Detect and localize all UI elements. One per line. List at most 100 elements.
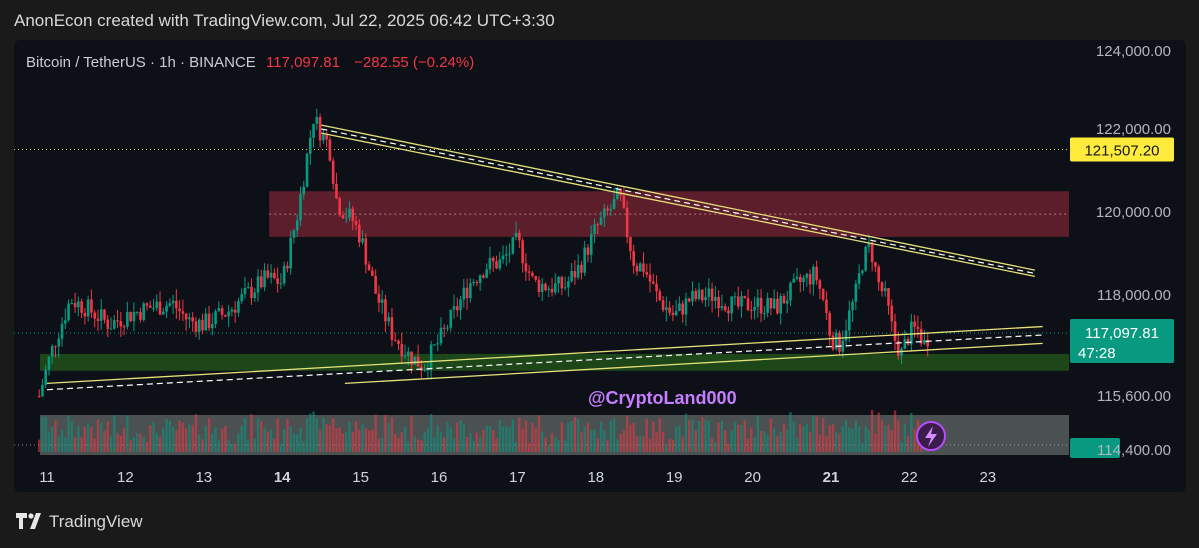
candle	[302, 186, 306, 195]
candle	[449, 309, 453, 328]
volume-bar	[364, 428, 368, 452]
volume-bar	[750, 427, 753, 452]
candle	[194, 321, 198, 332]
volume-bar	[459, 420, 462, 452]
volume-bar	[380, 438, 384, 452]
candle	[201, 319, 204, 331]
candle	[269, 272, 273, 278]
volume-bar	[884, 425, 887, 452]
candle	[776, 298, 779, 314]
volume-bar	[475, 432, 479, 452]
candle	[253, 292, 257, 298]
volume-bar	[429, 414, 433, 452]
volume-bar	[518, 417, 521, 452]
volume-bar	[325, 424, 328, 452]
bottom-price-text: 114,400.00	[1097, 442, 1171, 459]
candle	[488, 257, 492, 270]
candle	[586, 247, 590, 255]
y-tick-label: 122,000.00	[1096, 121, 1171, 138]
candle	[161, 311, 165, 315]
volume-bar	[416, 439, 420, 452]
chart-panel[interactable]: @CryptoLand000 124,000.00 122,000.00 120,0…	[14, 40, 1186, 492]
trendline-upper-0[interactable]	[321, 124, 1035, 271]
trendline-lower-3[interactable]	[344, 342, 1043, 385]
candle	[632, 251, 635, 266]
candle	[178, 308, 181, 312]
last-price-tag	[1070, 318, 1174, 363]
dashed-channel-1[interactable]	[46, 334, 1043, 391]
candle	[462, 287, 466, 300]
candle	[328, 139, 332, 161]
trendline-lower-2[interactable]	[46, 325, 1043, 385]
candle	[279, 283, 283, 285]
candle	[99, 309, 103, 321]
candle	[406, 351, 410, 356]
candle	[828, 312, 831, 336]
candle	[273, 272, 276, 279]
candle	[145, 303, 149, 306]
volume-bar	[106, 421, 109, 452]
y-tick-label: 124,000.00	[1096, 43, 1171, 60]
volume-bar	[158, 436, 162, 452]
volume-bar	[710, 438, 714, 452]
candle	[361, 238, 364, 243]
candle	[642, 263, 645, 273]
volume-bar	[64, 437, 67, 452]
tradingview-logo-icon	[16, 513, 41, 529]
candle	[544, 283, 547, 291]
candle	[93, 312, 96, 319]
volume-bar	[109, 436, 113, 452]
volume-bar	[47, 432, 51, 452]
candle	[743, 296, 747, 299]
volume-bar	[482, 429, 485, 452]
candle	[714, 296, 717, 301]
volume-bar	[668, 438, 671, 452]
volume-bar	[371, 429, 374, 452]
price-chart[interactable]: @CryptoLand000 124,000.00 122,000.00 120,0…	[14, 40, 1186, 492]
candle	[926, 339, 929, 347]
candle	[870, 242, 874, 263]
candle	[645, 272, 649, 275]
candle	[746, 298, 750, 310]
last-price-value: 117,097.81	[265, 54, 340, 71]
candle	[175, 300, 178, 309]
volume-bar	[113, 415, 116, 452]
volume-bar	[201, 439, 204, 452]
candle	[83, 312, 87, 317]
volume-bar	[328, 424, 332, 452]
x-tick-label: 23	[979, 469, 996, 486]
volume-bar	[439, 432, 443, 452]
volume-bar	[469, 433, 472, 452]
candle	[263, 270, 266, 288]
candle	[854, 283, 858, 302]
volume-bar	[243, 417, 247, 452]
volume-bar	[557, 440, 560, 452]
candle	[681, 303, 684, 315]
volume-bar	[593, 429, 596, 452]
volume-bar	[652, 421, 655, 452]
volume-bar	[423, 432, 426, 452]
volume-bar	[315, 417, 319, 452]
volume-bar	[674, 427, 678, 452]
volume-bar	[175, 430, 178, 452]
candle	[318, 117, 322, 141]
candle	[903, 338, 907, 349]
volume-bar	[671, 439, 675, 452]
candle	[798, 276, 802, 282]
volume-bar	[341, 433, 345, 452]
candle	[717, 296, 720, 309]
volume-bar	[746, 438, 750, 452]
volume-bar	[129, 440, 132, 452]
trendline-upper-1[interactable]	[321, 132, 1035, 277]
candle	[299, 194, 302, 221]
volume-bar	[83, 427, 87, 452]
dashed-channel-0[interactable]	[321, 128, 1035, 275]
candle	[504, 254, 508, 256]
volume-bar	[583, 426, 586, 452]
volume-bar	[155, 432, 158, 452]
candle	[227, 311, 230, 317]
volume-bar	[590, 429, 593, 452]
volume-bar	[612, 418, 616, 452]
y-tick-label: 115,600.00	[1097, 388, 1171, 405]
candle	[867, 242, 871, 247]
